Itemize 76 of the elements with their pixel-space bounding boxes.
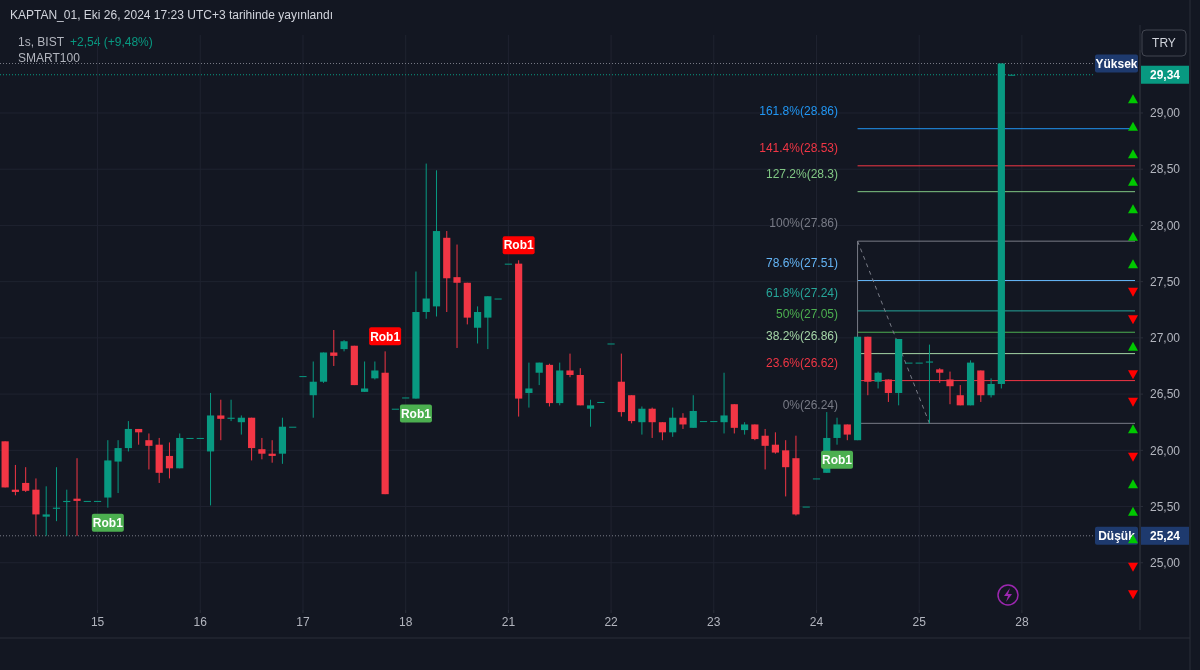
y-tick-label: 26,00 — [1149, 443, 1181, 458]
candlestick — [669, 407, 677, 438]
candlestick — [730, 403, 738, 434]
candlestick — [73, 457, 81, 537]
chart-title: KAPTAN_01, Eki 26, 2024 17:23 UTC+3 tarihinde yayınlandı — [10, 8, 333, 22]
ref-line-label: 61.8%(27.24) — [765, 285, 838, 300]
annotation: Rob1 — [503, 238, 534, 253]
annotation: Rob1 — [400, 406, 432, 421]
y-tick-label: 25,50 — [1149, 499, 1181, 514]
ref-line-label: 100%(27.86) — [769, 216, 838, 231]
candlestick — [525, 362, 533, 409]
x-tick-label: 22 — [604, 615, 619, 629]
candlestick — [165, 441, 174, 479]
candlestick — [782, 439, 790, 497]
candlestick — [771, 431, 779, 455]
candlestick — [833, 417, 841, 446]
ref-line-label: 127.2%(28.3) — [765, 166, 838, 181]
y-tick-label: 28,00 — [1149, 218, 1181, 233]
candlestick — [987, 377, 995, 398]
y-tick-label: 25,00 — [1149, 555, 1181, 570]
annotation: Rob1 — [822, 452, 853, 467]
candlestick — [473, 305, 482, 344]
annotation: SMART100 — [18, 51, 81, 65]
candlestick — [145, 432, 153, 470]
ref-line-label: 141.4%(28.53) — [759, 140, 838, 155]
candlestick — [761, 428, 769, 470]
text: 29,34 — [1149, 67, 1181, 82]
candlestick — [566, 353, 574, 378]
candlestick — [330, 329, 338, 367]
x-tick-label: 23 — [707, 615, 721, 629]
text: 25,24 — [1149, 528, 1181, 543]
x-tick-label: 25 — [912, 615, 927, 629]
y-tick-label: 29,00 — [1149, 106, 1181, 121]
candlestick — [309, 360, 317, 419]
x-tick-label: 24 — [809, 615, 824, 629]
ref-line-label: 23.6%(26.62) — [765, 355, 838, 370]
annotation: Rob1 — [92, 515, 124, 530]
candlestick — [371, 360, 379, 380]
candlestick — [453, 244, 461, 349]
candlestick — [679, 412, 687, 430]
candlestick — [42, 485, 50, 537]
ref-line-label: 0%(26.24) — [782, 398, 838, 413]
x-tick-label: 28 — [1015, 615, 1029, 629]
candlestick — [648, 407, 656, 439]
candlestick — [689, 394, 697, 429]
y-tick-label: 27,00 — [1149, 331, 1181, 346]
candlestick — [258, 437, 266, 460]
text: TRY — [1152, 36, 1176, 51]
candlestick — [227, 399, 235, 422]
candlestick — [422, 163, 430, 320]
y-tick-label: 28,50 — [1149, 162, 1181, 177]
x-tick-label: 15 — [90, 615, 105, 629]
y-tick-label: 27,50 — [1149, 274, 1181, 289]
text: +2,54 (+9,48%) — [70, 35, 153, 49]
x-tick-label: 16 — [193, 615, 208, 629]
ref-line-label: Yüksek — [1095, 56, 1138, 71]
candlestick — [361, 360, 369, 393]
chart-subtitle: 1s, BIST — [18, 35, 65, 49]
ref-line-label: 78.6%(27.51) — [765, 255, 838, 270]
ref-line-label: 161.8%(28.86) — [759, 103, 838, 118]
ref-line-label: 38.2%(26.86) — [765, 328, 838, 343]
annotation: Rob1 — [370, 329, 401, 344]
candlestick — [114, 439, 122, 494]
candlestick — [484, 295, 492, 350]
candlestick — [720, 372, 728, 434]
ref-line-label: 50%(27.05) — [775, 307, 838, 322]
candlestick — [925, 344, 934, 424]
candlestick — [217, 399, 225, 441]
candlestick — [124, 420, 132, 452]
candlestick — [638, 405, 646, 436]
y-tick-label: 26,50 — [1149, 387, 1181, 402]
candlestick — [22, 466, 30, 493]
x-tick-label: 17 — [296, 615, 310, 629]
x-tick-label: 18 — [399, 615, 413, 629]
candlestick — [586, 399, 595, 428]
x-tick-label: 21 — [501, 615, 516, 629]
